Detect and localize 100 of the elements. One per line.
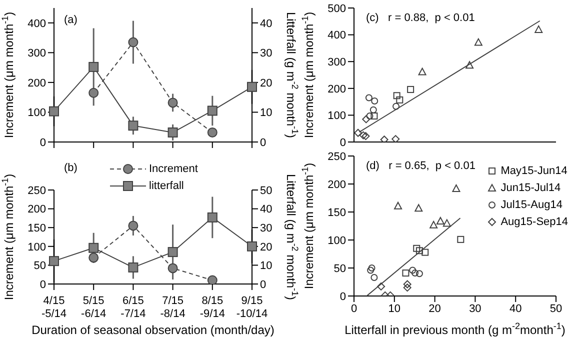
point — [409, 266, 416, 274]
point — [49, 256, 59, 266]
point — [168, 247, 178, 258]
point — [414, 204, 423, 212]
x-tick-label: 6/15 -7/14 — [120, 295, 146, 320]
point — [88, 62, 99, 72]
point — [457, 236, 464, 243]
y2-tick-label: 40 — [260, 204, 272, 216]
y2-tick-label: 50 — [260, 184, 272, 197]
point — [365, 94, 372, 102]
x-tick-label: 30 — [469, 302, 482, 315]
point — [407, 86, 414, 93]
y2-tick-label: 30 — [260, 222, 272, 235]
y-tick-label: 0 — [40, 136, 46, 149]
y-tick-label: 500 — [328, 2, 346, 15]
y2-tick-label: 30 — [260, 48, 272, 60]
point — [416, 247, 423, 254]
y-tick-label: 150 — [28, 222, 46, 235]
x-tick-label: 4/15 -5/14 — [41, 295, 67, 320]
point — [168, 263, 178, 274]
point — [452, 184, 460, 192]
y2-tick-label: 20 — [260, 241, 272, 254]
point — [370, 106, 377, 114]
point — [207, 275, 218, 284]
x-tick-label: 40 — [509, 302, 522, 315]
point — [207, 127, 218, 138]
point — [394, 202, 402, 210]
y-tick-label: 100 — [28, 107, 46, 120]
point — [418, 68, 426, 76]
point — [534, 25, 543, 33]
legend-label: Increment — [149, 162, 198, 174]
annotation: (c) r = 0.88, p < 0.01 — [366, 12, 475, 24]
point — [367, 266, 374, 274]
x-axis-title: Duration of seasonal observation (month/day) — [32, 323, 274, 337]
legend-label: litterfall — [149, 180, 184, 192]
point — [380, 136, 388, 142]
point — [207, 212, 218, 222]
point — [403, 284, 412, 292]
annotation: (a) — [64, 14, 78, 26]
point — [128, 37, 138, 48]
x-tick-label: 8/15 -9/14 — [200, 295, 225, 320]
y-tick-label: 100 — [328, 110, 346, 122]
point — [442, 219, 451, 227]
x-tick-label: 5/15 -6/14 — [81, 295, 106, 320]
x-axis-title: Litterfall in previous month (g m$^{-2}$month$^{-1}$) — [344, 321, 566, 337]
text: (b) — [64, 162, 78, 174]
point — [377, 282, 386, 290]
legend-label: Aug15-Sep14 — [500, 216, 568, 228]
legend-label: May15-Jun14 — [500, 164, 568, 176]
point — [168, 127, 178, 138]
legend-label: Jun15-Jul14 — [500, 182, 561, 194]
y-tick-label: 300 — [328, 56, 346, 69]
y-tick-label: 150 — [328, 206, 346, 219]
point — [466, 61, 474, 69]
x-tick-label: 50 — [550, 302, 562, 315]
point — [412, 270, 419, 277]
x-tick-label: 0 — [350, 302, 358, 315]
point — [362, 115, 370, 124]
y-tick-label: 0 — [340, 136, 346, 149]
point — [354, 128, 362, 137]
y-tick-label: 250 — [328, 150, 346, 163]
y-tick-label: 200 — [328, 178, 346, 191]
y2-tick-label: 40 — [260, 18, 272, 30]
y2-tick-label: 0 — [260, 136, 266, 149]
point — [88, 88, 99, 98]
y-tick-label: 300 — [28, 48, 46, 60]
point — [422, 248, 429, 256]
y2-tick-label: 10 — [260, 107, 272, 120]
y-tick-label: 50 — [334, 262, 346, 275]
point — [436, 216, 444, 224]
point — [88, 252, 99, 263]
y2-tick-label: 10 — [260, 260, 272, 272]
y-tick-label: 200 — [28, 204, 46, 216]
y2-tick-label: 0 — [260, 278, 266, 291]
y-tick-label: 0 — [40, 278, 46, 291]
x-tick-label: 20 — [428, 302, 441, 315]
point — [49, 106, 59, 116]
point — [88, 242, 99, 253]
point — [393, 92, 400, 100]
x-tick-label: 10 — [388, 302, 401, 315]
point — [474, 38, 482, 46]
legend-label: Jul15-Aug14 — [500, 198, 562, 210]
y-tick-label: 50 — [34, 260, 46, 272]
point — [402, 270, 410, 277]
y-tick-label: 400 — [328, 30, 346, 42]
point — [416, 270, 423, 278]
y-tick-label: 200 — [328, 83, 346, 96]
y2-tick-label: 20 — [260, 77, 272, 90]
point — [430, 220, 438, 228]
x-tick-label: 7/15 -8/14 — [160, 295, 186, 320]
point — [370, 274, 378, 282]
y-tick-label: 200 — [28, 77, 46, 90]
point — [247, 82, 257, 92]
point — [247, 241, 257, 252]
y-tick-label: 100 — [28, 241, 46, 254]
point — [371, 97, 378, 104]
point — [168, 98, 178, 108]
point — [413, 244, 420, 252]
point — [207, 106, 218, 116]
point — [392, 135, 400, 142]
